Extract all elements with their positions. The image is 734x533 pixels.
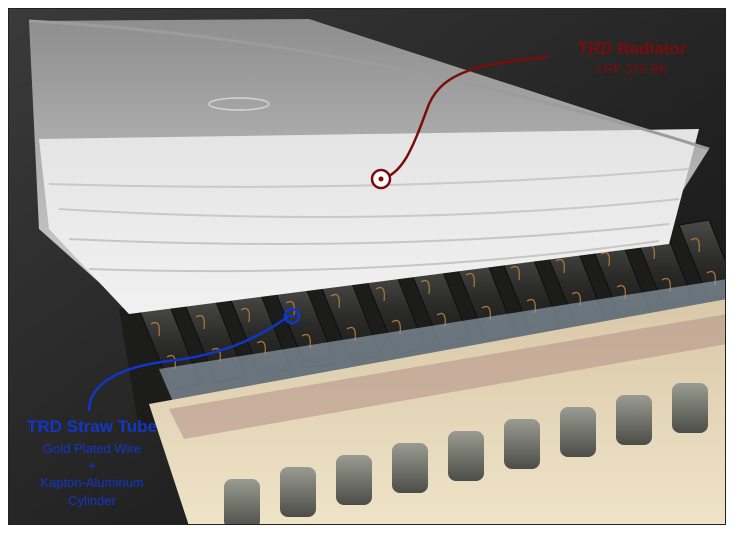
capacitor-shape bbox=[616, 395, 652, 445]
capacitor-shape bbox=[392, 443, 428, 493]
capacitor-shape bbox=[504, 419, 540, 469]
photo-frame: TRD Radiator LRP 375 BK TRD Straw Tube G… bbox=[8, 8, 726, 525]
capacitor-shape bbox=[280, 467, 316, 517]
capacitor-shape bbox=[336, 455, 372, 505]
straw-tube-label-line1: Gold Plated Wire bbox=[42, 441, 142, 456]
straw-tube-label-line4: Cylinder bbox=[68, 493, 116, 508]
capacitor-shape bbox=[224, 479, 260, 524]
straw-tube-label-line3: Kapton-Aluminum bbox=[40, 475, 144, 490]
gold-wire-shape bbox=[150, 321, 176, 370]
capacitor-shape bbox=[448, 431, 484, 481]
straw-tube-label-title: TRD Straw Tube bbox=[26, 417, 158, 436]
capacitor-shape bbox=[672, 383, 708, 433]
capacitor-shape bbox=[560, 407, 596, 457]
straw-tube-label-line2: + bbox=[88, 458, 96, 473]
trd-photo bbox=[9, 9, 725, 524]
radiator-label-subtitle: LRP 375 BK bbox=[596, 61, 668, 76]
radiator-label-title: TRD Radiator bbox=[577, 39, 687, 58]
